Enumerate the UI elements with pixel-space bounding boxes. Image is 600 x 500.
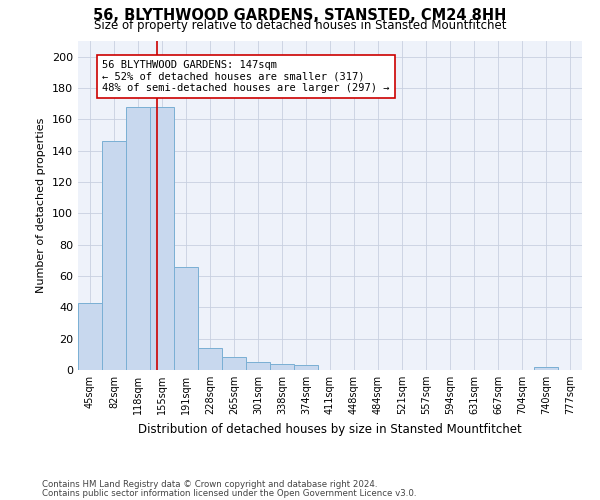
Bar	[78, 302, 102, 370]
Y-axis label: Number of detached properties: Number of detached properties	[37, 118, 46, 293]
Bar	[222, 358, 246, 370]
Bar	[294, 366, 318, 370]
Bar	[102, 142, 126, 370]
Bar	[534, 367, 558, 370]
X-axis label: Distribution of detached houses by size in Stansted Mountfitchet: Distribution of detached houses by size …	[138, 422, 522, 436]
Bar	[198, 348, 222, 370]
Bar	[126, 107, 150, 370]
Text: Size of property relative to detached houses in Stansted Mountfitchet: Size of property relative to detached ho…	[94, 18, 506, 32]
Text: 56 BLYTHWOOD GARDENS: 147sqm
← 52% of detached houses are smaller (317)
48% of s: 56 BLYTHWOOD GARDENS: 147sqm ← 52% of de…	[102, 60, 389, 93]
Text: 56, BLYTHWOOD GARDENS, STANSTED, CM24 8HH: 56, BLYTHWOOD GARDENS, STANSTED, CM24 8H…	[94, 8, 506, 22]
Bar	[270, 364, 294, 370]
Bar	[150, 107, 174, 370]
Bar	[174, 266, 198, 370]
Text: Contains public sector information licensed under the Open Government Licence v3: Contains public sector information licen…	[42, 488, 416, 498]
Bar	[246, 362, 270, 370]
Text: Contains HM Land Registry data © Crown copyright and database right 2024.: Contains HM Land Registry data © Crown c…	[42, 480, 377, 489]
